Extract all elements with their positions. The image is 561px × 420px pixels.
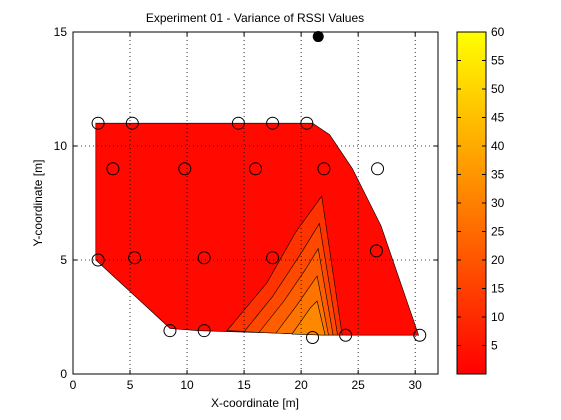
x-tick-label: 10 — [180, 378, 194, 392]
x-tick-label: 0 — [70, 378, 77, 392]
y-tick-label: 0 — [60, 367, 67, 381]
x-tick-label: 25 — [351, 378, 365, 392]
colorbar-tick-label: 20 — [491, 253, 505, 267]
colorbar-tick-label: 15 — [491, 282, 505, 296]
chart-title: Experiment 01 - Variance of RSSI Values — [146, 11, 364, 25]
colorbar-tick-label: 35 — [491, 168, 505, 182]
y-axis-label: Y-coordinate [m] — [31, 160, 45, 247]
colorbar-tick-label: 45 — [491, 111, 505, 125]
colorbar-gradient — [457, 32, 486, 374]
colorbar-tick-label: 5 — [491, 339, 498, 353]
colorbar-tick-label: 25 — [491, 225, 505, 239]
y-tick-label: 5 — [60, 253, 67, 267]
colorbar-tick-label: 50 — [491, 82, 505, 96]
access-point-marker — [313, 31, 324, 42]
plot-area: 0 5 10 15 20 25 30 0 5 10 15 — [54, 25, 438, 392]
y-tick-label: 10 — [54, 139, 68, 153]
colorbar-tick-label: 60 — [491, 25, 505, 39]
x-axis-label: X-coordinate [m] — [211, 396, 299, 410]
y-tick-label: 15 — [54, 25, 68, 39]
colorbar-tick-label: 40 — [491, 139, 505, 153]
x-tick-label: 30 — [409, 378, 423, 392]
x-tick-label: 5 — [127, 378, 134, 392]
colorbar-tick-label: 30 — [491, 196, 505, 210]
colorbar-tick-label: 10 — [491, 310, 505, 324]
x-tick-label: 15 — [237, 378, 251, 392]
colorbar-tick-label: 55 — [491, 54, 505, 68]
x-tick-label: 20 — [294, 378, 308, 392]
